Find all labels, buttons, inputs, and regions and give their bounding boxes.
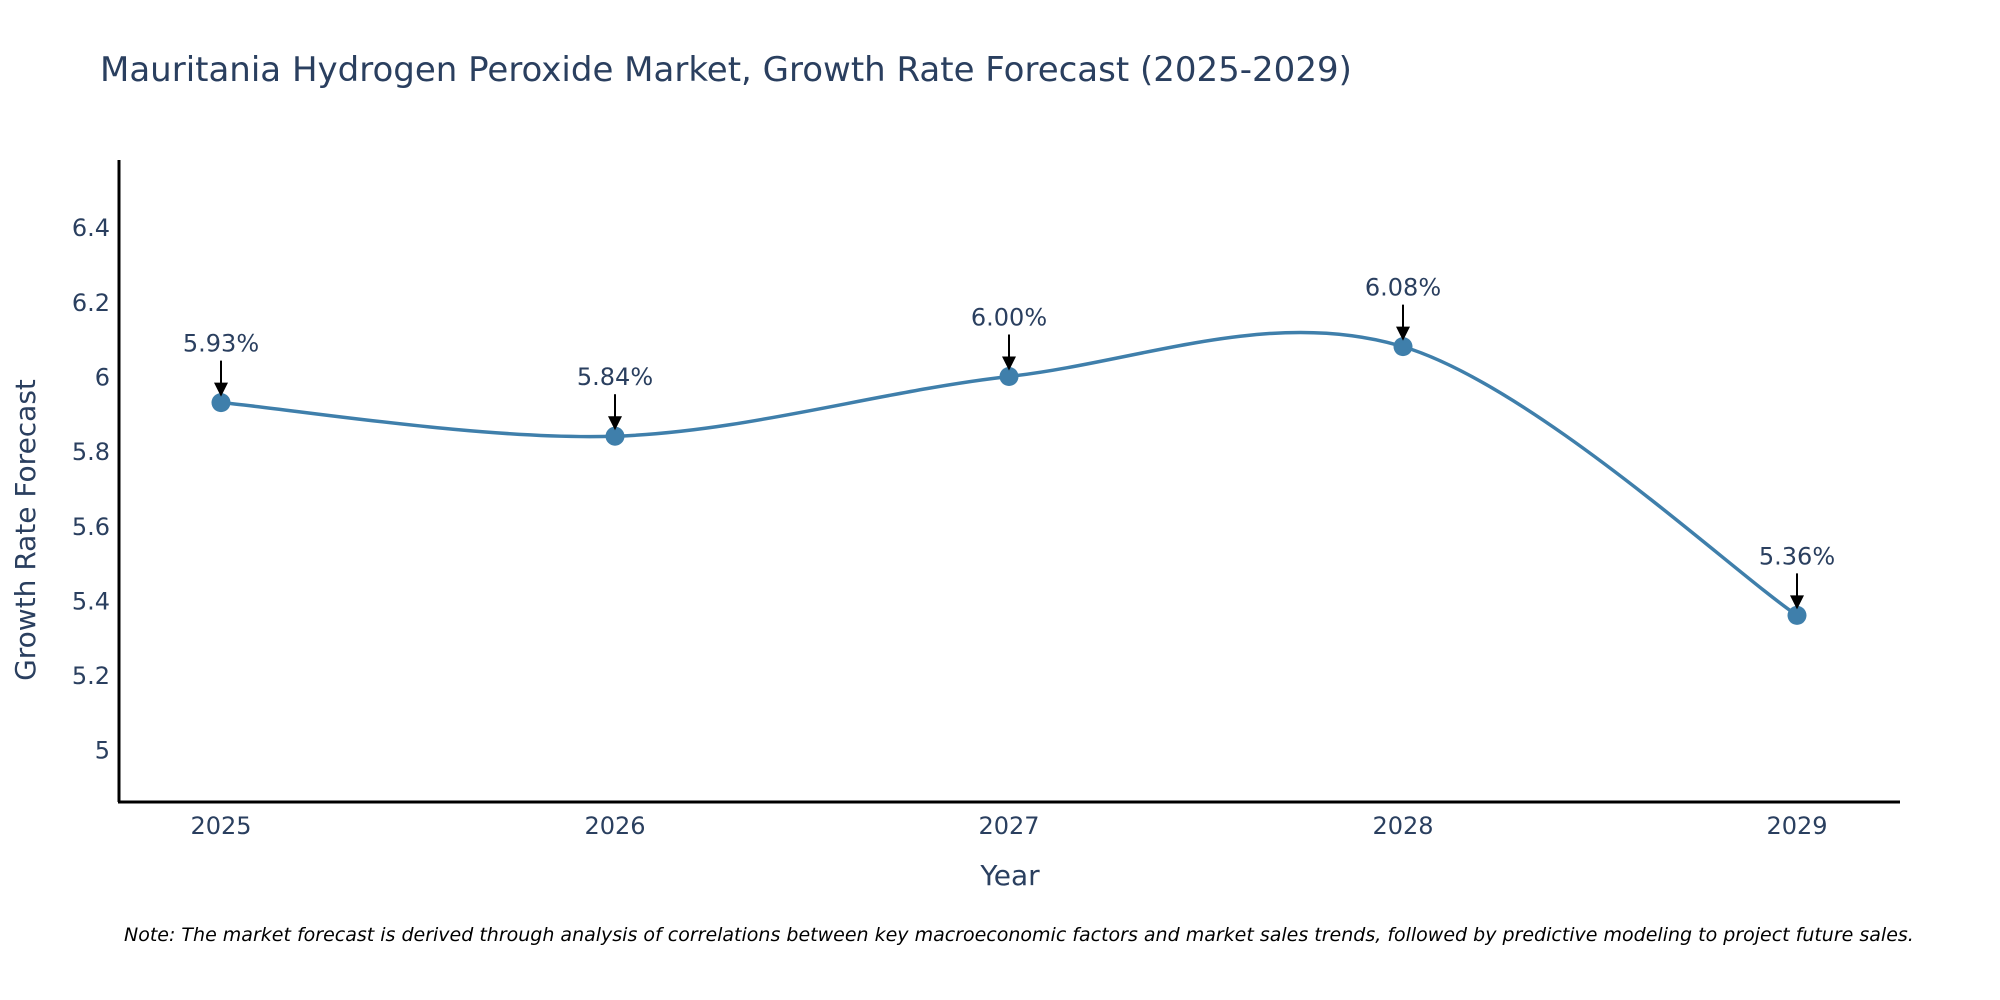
data-label: 5.84%	[577, 363, 653, 391]
y-tick-label: 6.2	[72, 289, 110, 317]
data-point[interactable]	[211, 393, 231, 413]
x-tick-label: 2025	[190, 812, 251, 840]
y-axis-ticks: 5 5.2 5.4 5.6 5.8 6 6.2 6.4	[72, 214, 110, 765]
x-axis-title: Year	[979, 859, 1040, 892]
data-label: 6.08%	[1365, 274, 1441, 302]
y-tick-label: 6.4	[72, 214, 110, 242]
x-tick-label: 2026	[584, 812, 645, 840]
data-point[interactable]	[1393, 337, 1413, 357]
y-tick-label: 5.6	[72, 513, 110, 541]
y-tick-label: 5.4	[72, 587, 110, 615]
x-tick-label: 2028	[1372, 812, 1433, 840]
annotation-arrow-head	[1396, 326, 1410, 341]
x-tick-label: 2027	[978, 812, 1039, 840]
data-label: 6.00%	[971, 303, 1047, 331]
y-tick-label: 5	[95, 737, 110, 765]
chart-title: Mauritania Hydrogen Peroxide Market, Gro…	[100, 50, 1352, 90]
data-point[interactable]	[1787, 605, 1807, 625]
x-axis-ticks: 2025 2026 2027 2028 2029	[190, 812, 1827, 840]
data-label: 5.36%	[1759, 542, 1835, 570]
annotation-arrow-head	[1790, 595, 1804, 610]
y-tick-label: 5.8	[72, 438, 110, 466]
y-tick-label: 5.2	[72, 662, 110, 690]
y-axis-title: Growth Rate Forecast	[9, 379, 42, 681]
annotation-arrow-head	[608, 416, 622, 431]
x-tick-label: 2029	[1766, 812, 1827, 840]
annotation-arrow-head	[1002, 356, 1016, 371]
data-point[interactable]	[999, 366, 1019, 386]
annotation-arrow-head	[214, 382, 228, 397]
plot-area: 5.93% 5.84% 6.00% 6.08% 5.36%	[183, 274, 1835, 625]
data-point[interactable]	[605, 426, 625, 446]
series-line	[220, 330, 1798, 617]
data-label: 5.93%	[183, 330, 259, 358]
y-tick-label: 6	[95, 363, 110, 391]
footnote: Note: The market forecast is derived thr…	[124, 924, 1914, 946]
